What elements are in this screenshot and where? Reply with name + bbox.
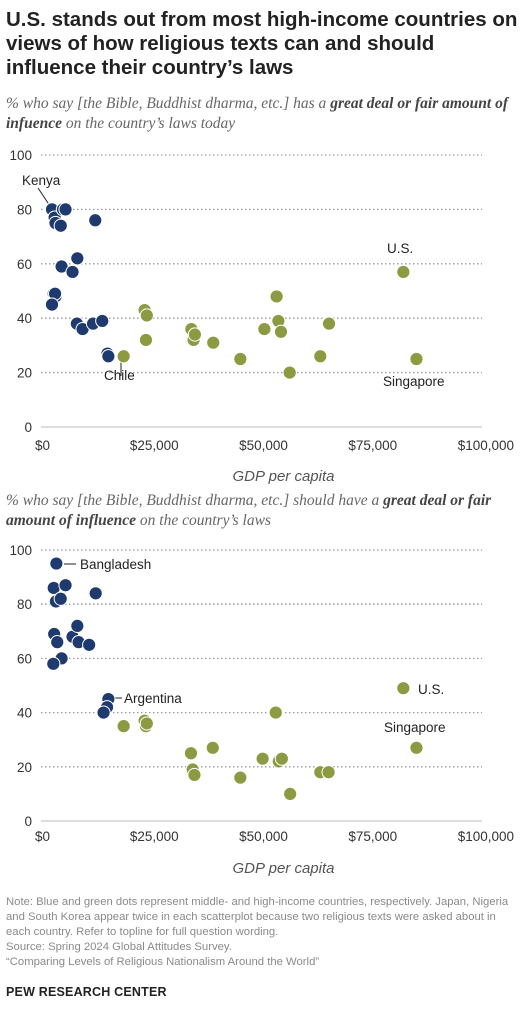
middle-income-point <box>44 297 60 312</box>
y-tick-label: 60 <box>17 651 32 666</box>
chart2-subtitle: % who say [the Bible, Buddhist dharma, e… <box>6 491 522 531</box>
chart2-subtitle-post: on the country’s laws <box>136 512 271 529</box>
middle-income-point <box>53 218 68 233</box>
y-tick-label: 20 <box>17 366 32 381</box>
high-income-point <box>116 349 131 364</box>
high-income-point <box>273 324 289 339</box>
high-income-point <box>206 335 221 350</box>
high-income-point <box>116 719 131 734</box>
annotation-label-argentina: Argentina <box>124 691 182 706</box>
footer-report: “Comparing Levels of Religious Nationali… <box>6 956 320 968</box>
middle-income-point <box>49 556 64 571</box>
middle-income-point <box>58 202 73 217</box>
x-tick-label: $75,000 <box>348 829 397 844</box>
pew-logo-text: PEW RESEARCH CENTER <box>6 985 167 999</box>
high-income-point <box>396 264 411 280</box>
y-tick-label: 100 <box>9 148 32 163</box>
chart1-subtitle-pre: % who say [the Bible, Buddhist dharma, e… <box>6 95 331 112</box>
middle-income-point <box>82 637 97 652</box>
middle-income-point <box>88 586 103 601</box>
annotation-label-chile: Chile <box>104 368 135 383</box>
scatterplot-current-influence: 0 20 40 60 80 100 $0 $25,000 $50,000 $75,000 $100,… <box>9 148 514 485</box>
high-income-point <box>283 786 298 801</box>
middle-income-point <box>96 705 111 720</box>
high-income-point <box>269 289 284 304</box>
x-tick-label: $100,000 <box>458 438 514 453</box>
chart2-subtitle-pre: % who say [the Bible, Buddhist dharma, e… <box>6 492 384 509</box>
x-tick-label: $25,000 <box>130 829 179 844</box>
middle-income-point <box>58 578 73 593</box>
high-income-point <box>187 327 202 342</box>
high-income-point <box>268 705 283 720</box>
middle-income-point <box>95 313 110 329</box>
middle-income-point <box>70 618 85 633</box>
x-axis-title: GDP per capita <box>233 860 335 877</box>
y-tick-label: 0 <box>24 420 32 435</box>
y-tick-label: 100 <box>9 543 32 558</box>
chart1-subtitle-bold: great deal or fair amount of infuence <box>6 95 509 132</box>
footer-source: Source: Spring 2024 Global Attitudes Sur… <box>6 941 232 953</box>
x-axis-title: GDP per capita <box>233 468 335 485</box>
middle-income-point <box>46 656 61 671</box>
y-tick-label: 80 <box>17 202 32 217</box>
high-income-point <box>139 308 154 323</box>
high-income-point <box>233 770 248 785</box>
chart1-subtitle: % who say [the Bible, Buddhist dharma, e… <box>6 94 522 134</box>
high-income-point <box>233 351 248 367</box>
high-income-point <box>139 716 154 731</box>
middle-income-point <box>50 635 65 650</box>
annotation-leader-line <box>37 187 51 207</box>
x-tick-label: $25,000 <box>130 438 179 453</box>
middle-income-point <box>88 213 103 228</box>
middle-income-point <box>101 349 116 364</box>
high-income-point <box>257 321 272 337</box>
chart-title: U.S. stands out from most high-income co… <box>6 8 518 79</box>
annotation-label-singapore: Singapore <box>383 374 445 389</box>
annotation-label-singapore: Singapore <box>384 720 446 735</box>
middle-income-point <box>70 251 85 266</box>
high-income-point <box>409 740 424 755</box>
high-income-point <box>255 751 270 766</box>
scatterplot-desired-influence: 0 20 40 60 80 100 $0 $25,000 $50,000 $75,000 $100,… <box>9 543 514 877</box>
annotation-label-us: U.S. <box>387 241 413 256</box>
high-income-point <box>138 332 154 348</box>
footer-note: Note: Blue and green dots represent midd… <box>6 896 509 938</box>
high-income-point <box>205 740 220 755</box>
y-tick-label: 20 <box>17 760 32 775</box>
x-tick-label: $50,000 <box>239 438 288 453</box>
y-tick-label: 60 <box>17 257 32 272</box>
annotation-label-kenya: Kenya <box>22 173 61 188</box>
high-income-point <box>183 746 199 761</box>
y-tick-label: 80 <box>17 597 32 612</box>
high-income-point <box>409 351 424 367</box>
y-tick-label: 0 <box>24 814 32 829</box>
high-income-point <box>396 681 411 696</box>
x-tick-label: $0 <box>35 829 50 844</box>
high-income-point <box>274 751 289 766</box>
y-tick-label: 40 <box>17 311 32 326</box>
high-income-point <box>282 365 297 380</box>
footer-notes: Note: Blue and green dots represent midd… <box>6 895 522 970</box>
chart1-subtitle-post: on the country’s laws today <box>61 115 236 132</box>
high-income-point <box>321 765 336 780</box>
annotation-label-us: U.S. <box>418 682 444 697</box>
annotation-label-bangladesh: Bangladesh <box>80 557 151 572</box>
middle-income-point <box>53 591 68 606</box>
x-tick-label: $50,000 <box>239 829 288 844</box>
x-tick-label: $0 <box>35 438 50 453</box>
high-income-point <box>321 316 337 331</box>
x-tick-label: $75,000 <box>348 438 397 453</box>
middle-income-point <box>65 264 80 280</box>
high-income-point <box>313 349 328 364</box>
high-income-point <box>187 767 202 783</box>
chart2-subtitle-bold: great deal or fair amount of influence <box>6 492 492 529</box>
y-tick-label: 40 <box>17 706 32 721</box>
x-tick-label: $100,000 <box>458 829 514 844</box>
